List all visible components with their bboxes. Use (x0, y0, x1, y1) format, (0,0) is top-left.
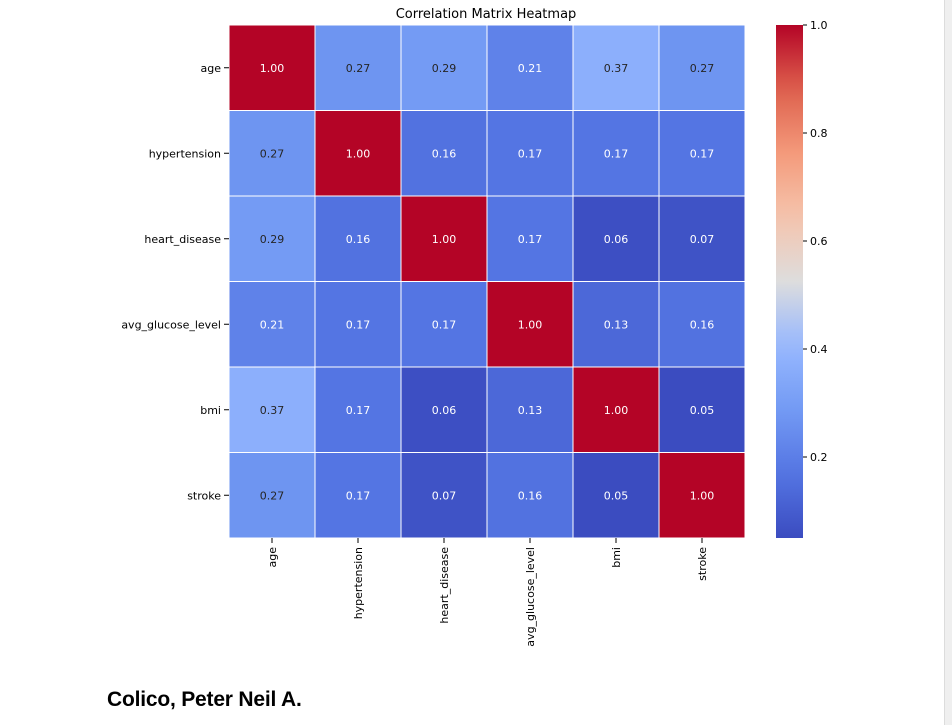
colorbar: 0.2 0.4 0.6 0.8 1.0 (776, 19, 828, 538)
colorbar-tick-label: 0.2 (810, 451, 828, 464)
heatmap-cells (228, 24, 746, 539)
cell-value-label: 0.21 (260, 318, 285, 331)
heatmap-cell-heart_disease-hypertension (314, 195, 402, 282)
heatmap-cell-bmi-bmi (572, 366, 660, 453)
x-tick-label: age (266, 547, 279, 568)
heatmap-cell-hypertension-hypertension (314, 110, 402, 197)
cell-value-label: 0.16 (518, 489, 543, 502)
cell-value-label: 0.17 (690, 147, 715, 160)
cell-value-labels: 1.00 0.27 0.29 0.21 0.37 0.27 0.27 1.00 0.16 0.17… (260, 62, 715, 503)
cell-value-label: 1.00 (604, 404, 629, 417)
cell-value-label: 0.07 (690, 233, 715, 246)
cell-value-label: 0.05 (604, 489, 629, 502)
cell-value-label: 0.16 (346, 233, 371, 246)
heatmap-cell-bmi-stroke (658, 366, 746, 453)
cell-value-label: 1.00 (260, 62, 285, 75)
heatmap-cell-avg_glucose_level-hypertension (314, 281, 402, 368)
heatmap-cell-age-stroke (658, 24, 746, 111)
author-name: Colico, Peter Neil A. (107, 688, 302, 711)
cell-value-label: 0.13 (604, 318, 629, 331)
cell-value-label: 0.37 (260, 404, 285, 417)
cell-value-label: 0.29 (432, 62, 457, 75)
x-tick-label: heart_disease (438, 547, 451, 624)
heatmap-cell-avg_glucose_level-avg_glucose_level (486, 281, 574, 368)
cell-value-label: 0.16 (690, 318, 715, 331)
y-axis: age hypertension heart_disease avg_glucose_… (121, 62, 229, 502)
cell-value-label: 0.16 (432, 147, 457, 160)
cell-value-label: 0.06 (432, 404, 457, 417)
heatmap-cell-stroke-bmi (572, 452, 660, 539)
heatmap-cell-heart_disease-stroke (658, 195, 746, 282)
cell-value-label: 0.37 (604, 62, 629, 75)
heatmap-cell-avg_glucose_level-stroke (658, 281, 746, 368)
heatmap-cell-age-bmi (572, 24, 660, 111)
colorbar-tick-label: 0.4 (810, 343, 828, 356)
heatmap-cell-avg_glucose_level-bmi (572, 281, 660, 368)
heatmap-cell-bmi-avg_glucose_level (486, 366, 574, 453)
chart-title: Correlation Matrix Heatmap (396, 7, 577, 22)
heatmap-cell-avg_glucose_level-heart_disease (400, 281, 488, 368)
cell-value-label: 1.00 (690, 489, 715, 502)
y-tick-label: stroke (187, 489, 221, 502)
heatmap-cell-age-hypertension (314, 24, 402, 111)
heatmap-cell-bmi-heart_disease (400, 366, 488, 453)
x-tick-label: stroke (696, 547, 709, 581)
cell-value-label: 1.00 (518, 318, 543, 331)
heatmap-cell-hypertension-avg_glucose_level (486, 110, 574, 197)
x-axis: age hypertension heart_disease avg_glucose_… (266, 538, 709, 647)
heatmap-cell-age-age (228, 24, 316, 111)
colorbar-tick-label: 0.8 (810, 127, 828, 140)
heatmap-cell-stroke-age (228, 452, 316, 539)
cell-value-label: 1.00 (432, 233, 457, 246)
cell-value-label: 0.17 (346, 318, 371, 331)
y-tick-label: avg_glucose_level (121, 318, 221, 331)
colorbar-tick-label: 1.0 (810, 19, 828, 32)
heatmap-cell-age-heart_disease (400, 24, 488, 111)
right-edge-strip (944, 0, 952, 725)
cell-value-label: 0.17 (346, 404, 371, 417)
x-tick-label: hypertension (352, 547, 365, 619)
cell-value-label: 0.06 (604, 233, 629, 246)
colorbar-gradient (776, 25, 803, 538)
cell-value-label: 0.17 (518, 233, 543, 246)
cell-value-label: 0.27 (260, 489, 285, 502)
cell-value-label: 0.17 (604, 147, 629, 160)
y-tick-label: heart_disease (144, 233, 221, 246)
cell-value-label: 0.13 (518, 404, 543, 417)
cell-value-label: 0.17 (518, 147, 543, 160)
cell-value-label: 0.29 (260, 233, 285, 246)
heatmap-cell-heart_disease-age (228, 195, 316, 282)
cell-value-label: 0.05 (690, 404, 715, 417)
cell-value-label: 0.27 (260, 147, 285, 160)
x-tick-label: avg_glucose_level (524, 547, 537, 647)
cell-value-label: 0.17 (432, 318, 457, 331)
heatmap-cell-heart_disease-bmi (572, 195, 660, 282)
cell-value-label: 0.21 (518, 62, 543, 75)
heatmap-cell-age-avg_glucose_level (486, 24, 574, 111)
heatmap-cell-hypertension-stroke (658, 110, 746, 197)
y-tick-label: hypertension (149, 147, 221, 160)
cell-value-label: 0.07 (432, 489, 457, 502)
y-tick-label: bmi (200, 404, 221, 417)
cell-value-label: 1.00 (346, 147, 371, 160)
colorbar-tick-label: 0.6 (810, 235, 828, 248)
x-tick-label: bmi (610, 547, 623, 568)
cell-value-label: 0.27 (346, 62, 371, 75)
heatmap-cell-heart_disease-avg_glucose_level (486, 195, 574, 282)
heatmap-cell-bmi-age (228, 366, 316, 453)
cell-value-label: 0.27 (690, 62, 715, 75)
y-tick-label: age (201, 62, 222, 75)
heatmap-cell-avg_glucose_level-age (228, 281, 316, 368)
heatmap-cell-stroke-stroke (658, 452, 746, 539)
cell-value-label: 0.17 (346, 489, 371, 502)
